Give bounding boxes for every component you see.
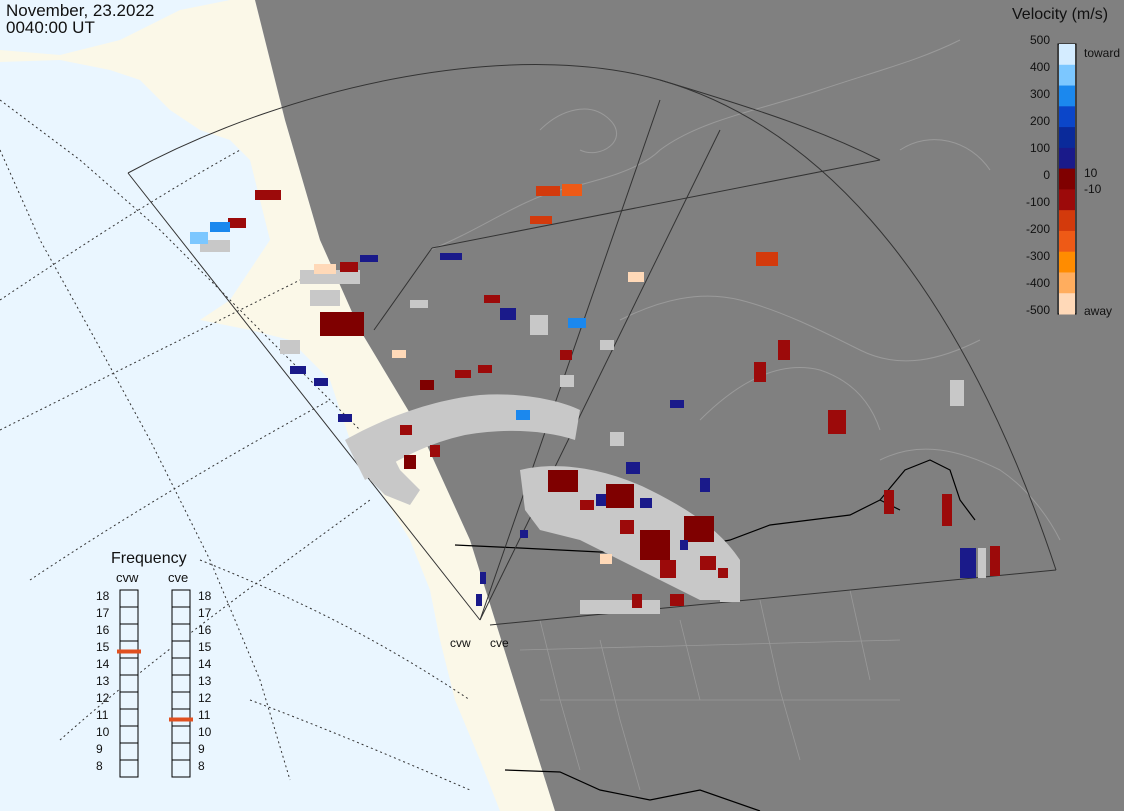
freq-gauge-cell [119,589,139,608]
freq-gauge-cell [119,674,139,693]
freq-tick-right: 18 [198,589,212,603]
freq-tick-right: 13 [198,674,212,688]
frequency-gauges [117,589,193,778]
colorbar-tick-label: 400 [1029,60,1050,74]
freq-gauge-cell [119,725,139,744]
freq-gauge-cell [119,708,139,727]
borders [454,459,976,811]
colorbar-tick-label: 200 [1029,114,1050,128]
freq-gauge-cell [119,691,139,710]
freq-tick-left: 12 [96,691,110,705]
freq-gauge-cell [171,623,191,642]
freq-tick-right: 12 [198,691,212,705]
colorbar-segment [1059,44,1075,66]
away-label: away [1084,304,1113,318]
colorbar-segment [1059,272,1075,294]
freq-tick-left: 11 [96,708,109,722]
freq-tick-left: 13 [96,674,110,688]
freq-gauge-cell [171,640,191,659]
freq-gauge-cell [119,623,139,642]
coastlines [429,39,1061,541]
freq-tick-left: 10 [96,725,110,739]
freq-marker-cve [169,717,193,722]
freq-gauge-cell [119,742,139,761]
freq-radar-label-cve: cve [168,570,189,585]
site-label-cvw: cvw [450,636,471,650]
latlon-grid [0,99,471,791]
colorbar-tick-label: -100 [1025,195,1050,209]
colorbar-tick-label: 0 [1043,168,1050,182]
colorbar-segment [1059,230,1075,253]
freq-tick-left: 15 [96,640,110,654]
neg-threshold-label: -10 [1084,182,1102,196]
colorbar-tick-label: 100 [1029,141,1050,155]
pos-threshold-label: 10 [1084,166,1098,180]
colorbar-tick-label: -300 [1025,249,1050,263]
freq-tick-right: 15 [198,640,212,654]
frequency-title: Frequency [111,550,187,567]
freq-gauge-cell [119,759,139,778]
colorbar-segment [1059,293,1075,315]
colorbar-segment [1059,189,1075,211]
colorbar-segment [1059,64,1075,87]
time-label: 0040:00 UT [6,18,95,37]
freq-tick-left: 8 [96,759,103,773]
freq-tick-right: 14 [198,657,212,671]
velocity-cells [190,184,1000,608]
daylit-land [0,0,555,811]
colorbar-segment [1059,106,1075,128]
velocity-colorbar [1057,43,1077,315]
toward-label: toward [1084,46,1121,60]
freq-gauge-cell [171,589,191,608]
colorbar-segment [1059,127,1075,149]
freq-gauge-cell [171,691,191,710]
freq-gauge-cell [119,657,139,676]
freq-gauge-cell [171,657,191,676]
freq-tick-right: 10 [198,725,212,739]
colorbar-segment [1059,147,1075,170]
freq-gauge-cell [171,725,191,744]
freq-radar-label-cvw: cvw [116,570,139,585]
colorbar-segment [1059,251,1075,273]
site-label-cve: cve [490,636,509,650]
freq-gauge-cell [119,606,139,625]
freq-tick-left: 17 [96,606,110,620]
colorbar-segment [1059,210,1075,232]
freq-tick-left: 18 [96,589,110,603]
freq-tick-right: 8 [198,759,205,773]
date-label: November, 23.2022 [6,1,155,20]
colorbar-tick-label: -200 [1025,222,1050,236]
legend-title: Velocity (m/s) [1012,6,1109,23]
colorbar-segment [1059,85,1075,107]
freq-tick-right: 16 [198,623,212,637]
freq-tick-right: 17 [198,606,212,620]
colorbar-tick-label: -400 [1025,276,1050,290]
freq-tick-left: 16 [96,623,110,637]
colorbar-tick-label: 500 [1029,33,1050,47]
freq-gauge-cell [171,606,191,625]
state-lines [519,589,901,791]
freq-tick-left: 14 [96,657,110,671]
night-side [255,0,1124,811]
colorbar-segment [1059,168,1075,190]
colorbar-tick-label: -500 [1025,303,1050,317]
freq-gauge-cell [171,742,191,761]
freq-gauge-cell [171,759,191,778]
freq-tick-right: 11 [198,708,211,722]
freq-tick-left: 9 [96,742,103,756]
freq-marker-cvw [117,649,141,654]
freq-tick-right: 9 [198,742,205,756]
colorbar-tick-label: 300 [1029,87,1050,101]
freq-gauge-cell [171,674,191,693]
